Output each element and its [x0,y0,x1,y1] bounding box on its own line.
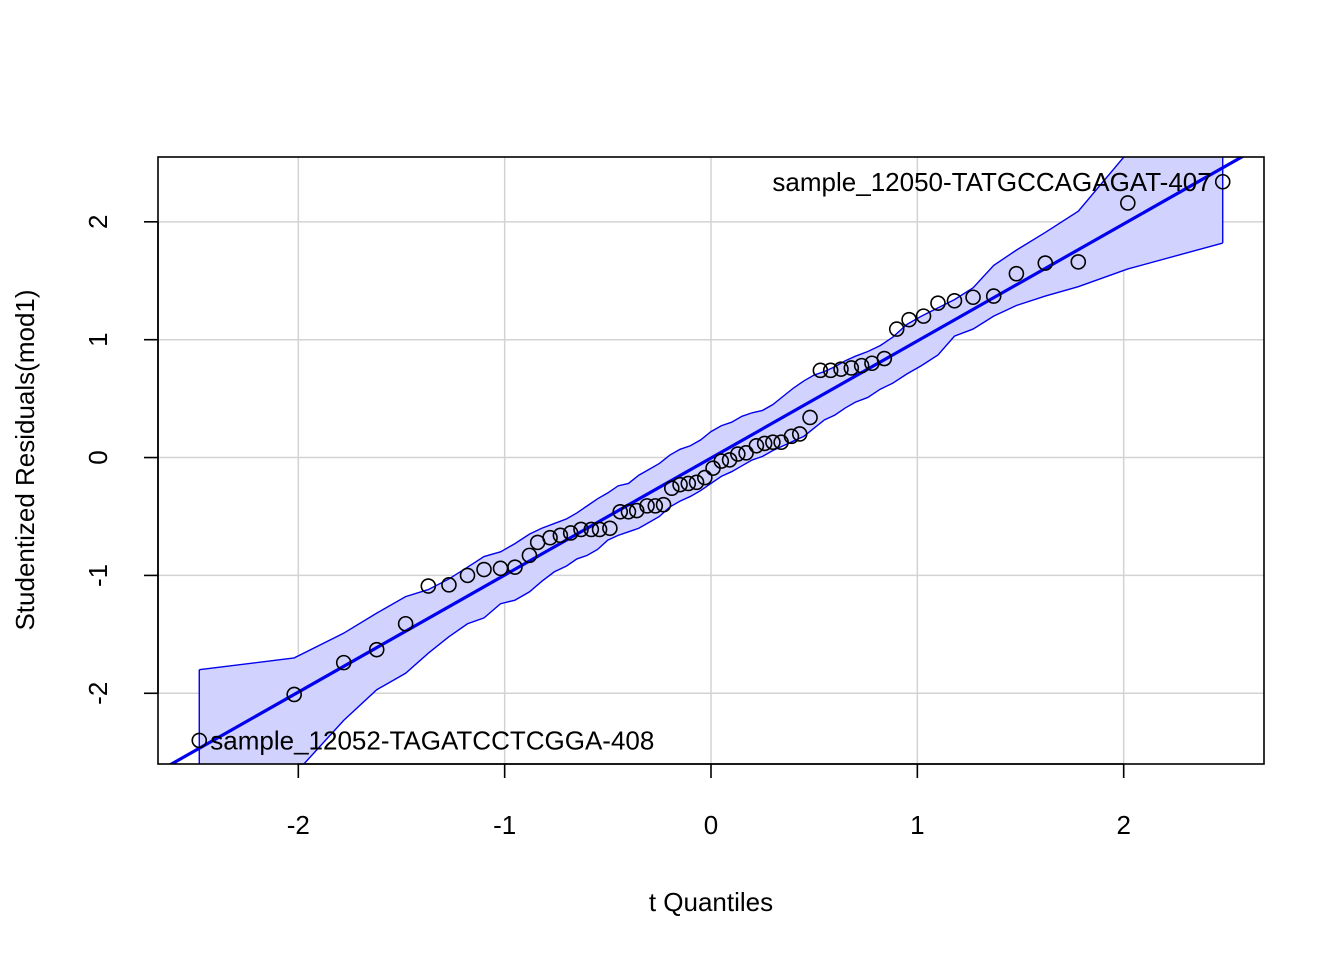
data-point [791,426,808,442]
x-tick-label: -2 [287,810,310,840]
data-point [688,474,705,491]
data-point [822,362,839,379]
data-point [368,641,385,658]
data-point [562,525,579,541]
reference-line-group [168,157,1245,764]
data-point [1008,265,1025,282]
data-point [965,289,981,306]
data-point [985,288,1002,304]
data-point [612,503,629,520]
y-tick-label: -1 [83,564,113,587]
data-point [1070,254,1087,270]
data-point [420,578,437,594]
data-point [591,521,608,538]
data-point [521,547,538,564]
data-point [1037,255,1054,271]
data-point [552,527,569,544]
x-tick-label: 1 [910,810,924,840]
data-point [843,360,860,376]
data-point [765,434,781,451]
data-point [756,435,773,452]
data-point [397,615,414,632]
data-point [833,361,849,377]
x-axis: -2 -1 0 1 2 [287,763,1131,840]
confidence-band-lower [302,242,1223,764]
data-point [783,428,800,445]
point-annotation-label: sample_12050-TATGCCAGAGAT-407 [772,167,1211,197]
data-point [748,437,765,454]
data-point [1120,195,1136,211]
data-point [573,521,589,538]
data-point [853,357,870,374]
data-point [191,732,208,749]
data-point [459,567,476,584]
data-point [286,686,302,703]
y-axis: -2 -1 0 1 2 [83,215,159,705]
data-point [930,295,946,311]
data-point [441,577,457,593]
data-point [730,446,746,462]
x-axis-title: t Quantiles [649,887,773,917]
data-point [901,311,917,328]
y-axis-title: Studentized Residuals(mod1) [10,289,40,630]
x-tick-label: 2 [1116,810,1130,840]
data-point [655,496,672,513]
y-tick-label: 0 [83,450,113,464]
reference-line [168,157,1245,764]
data-point [583,521,600,538]
data-point [697,469,713,486]
confidence-band-fill [199,157,1223,764]
data-point [915,308,932,324]
data-point [620,503,637,520]
y-tick-label: 2 [83,215,113,229]
data-point [602,520,618,537]
data-point [1214,173,1231,190]
data-point [335,654,352,671]
data-point [672,476,688,493]
data-point [476,561,492,578]
data-points-group [191,173,1231,749]
point-annotation-label: sample_12052-TAGATCCTCGGA-408 [210,725,654,755]
y-tick-label: -2 [83,682,113,705]
data-point [542,529,558,546]
data-point [721,452,738,468]
point-annotations-group: sample_12050-TATGCCAGAGAT-407 sample_1205… [210,167,1211,756]
x-tick-label: 0 [704,810,718,840]
data-point [888,321,905,337]
data-point [802,409,818,426]
data-point [946,292,963,309]
data-point [647,498,664,514]
data-point [639,498,655,514]
data-point [713,453,730,469]
data-point [507,559,523,575]
data-point [663,480,680,496]
y-tick-label: 1 [83,332,113,346]
x-tick-label: -1 [493,810,516,840]
data-point [876,350,893,367]
data-point [628,502,645,519]
data-point [738,445,754,461]
data-point [812,362,829,379]
data-point [680,475,697,492]
